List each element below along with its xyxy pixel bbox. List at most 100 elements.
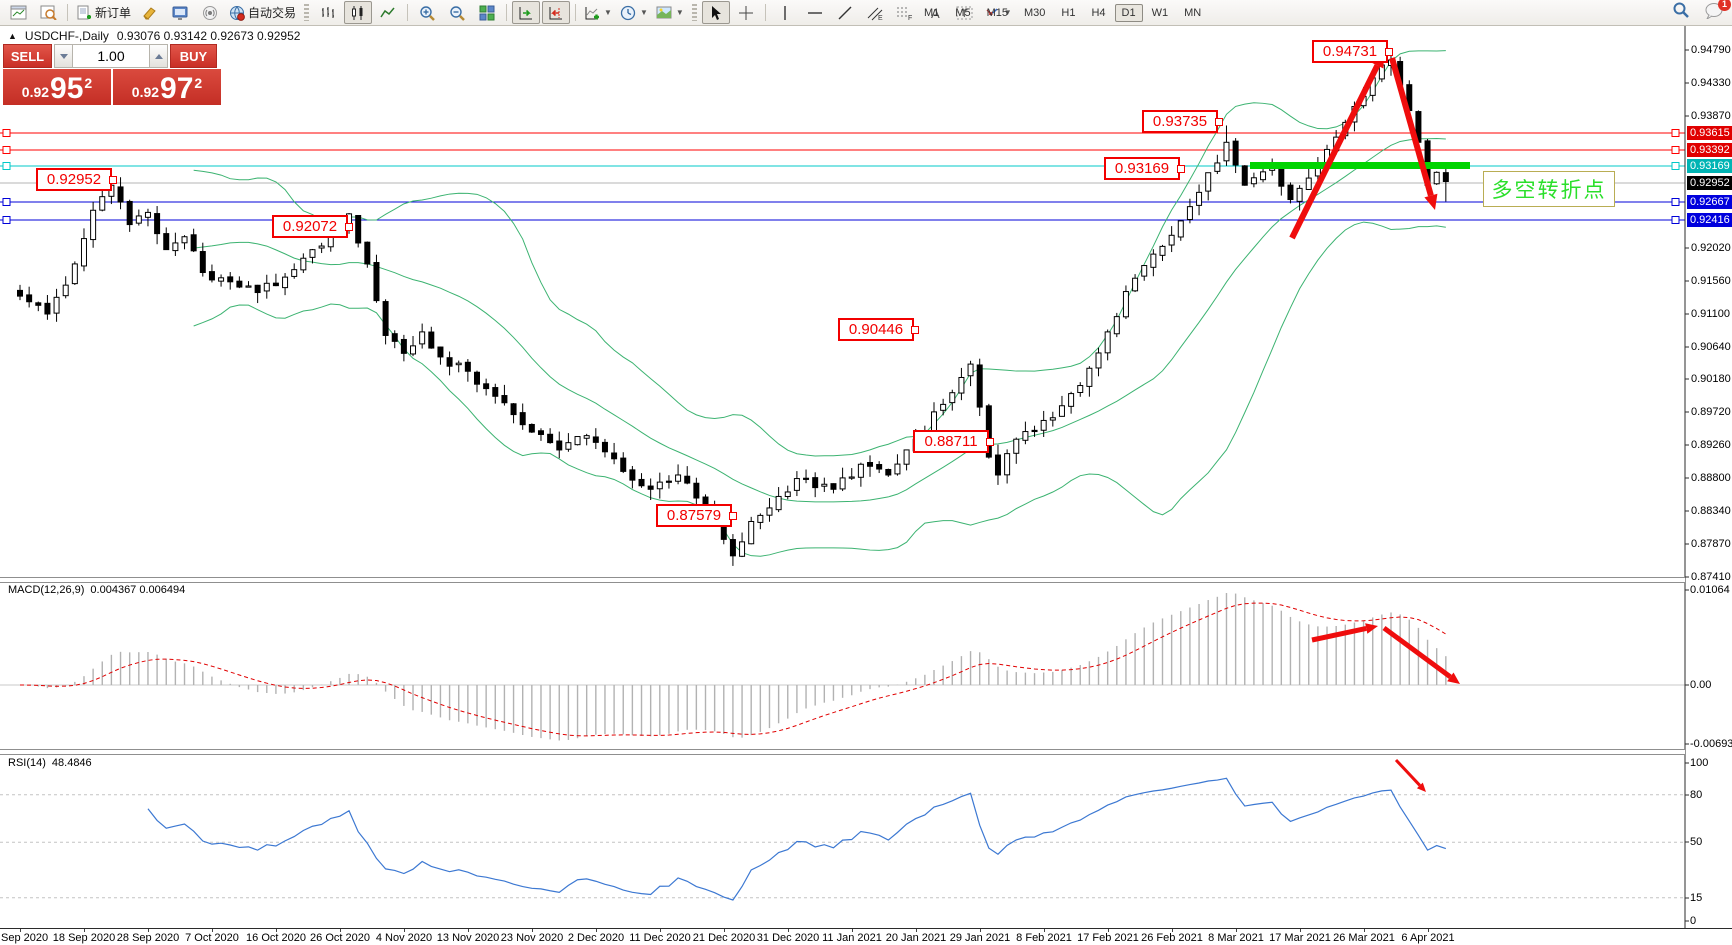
trend-arrow[interactable] — [1389, 57, 1434, 197]
auto-scroll-icon[interactable] — [512, 1, 541, 24]
line-handle[interactable] — [1671, 216, 1680, 224]
timeframe-button-m15[interactable]: M15 — [986, 6, 1008, 19]
line-handle[interactable] — [2, 162, 11, 170]
crosshair-tool-icon[interactable] — [732, 1, 760, 24]
price-label-anchor — [1215, 118, 1223, 126]
trendline-tool-icon[interactable] — [831, 1, 859, 24]
price-label[interactable]: 0.93169 — [1104, 157, 1180, 180]
line-handle[interactable] — [1671, 162, 1680, 170]
line-handle[interactable] — [2, 129, 11, 137]
auto-trading-label: 自动交易 — [248, 6, 297, 20]
volume-increase-button[interactable] — [149, 44, 168, 68]
price-label[interactable]: 0.92072 — [272, 215, 348, 238]
candle-body — [601, 441, 608, 453]
candle-body — [510, 403, 517, 416]
price-label[interactable]: 0.92952 — [36, 168, 112, 191]
price-label[interactable]: 0.90446 — [838, 318, 914, 341]
fibonacci-tool-icon[interactable]: F — [891, 1, 919, 24]
vertical-line-tool-icon[interactable] — [771, 1, 799, 24]
templates-icon[interactable]: ▼ — [653, 1, 687, 24]
bar-chart-type-icon[interactable] — [314, 1, 342, 24]
chart-shift-icon[interactable] — [542, 1, 571, 24]
bollinger-middle-band — [193, 137, 1446, 503]
macd-pane — [0, 593, 1685, 741]
line-handle[interactable] — [1671, 146, 1680, 154]
candle-body — [455, 362, 462, 366]
timeframe-button-h4[interactable]: H4 — [1091, 6, 1106, 19]
timeframe-button-m1[interactable]: M1 — [924, 6, 940, 19]
time-axis-tick — [20, 929, 21, 932]
price-label[interactable]: 0.94731 — [1312, 40, 1388, 63]
candlestick-chart-type-icon[interactable] — [344, 1, 373, 24]
terminal-icon[interactable] — [166, 1, 194, 24]
timeframe-button-m5[interactable]: M5 — [955, 6, 971, 19]
zoom-out-icon[interactable] — [443, 1, 471, 24]
search-icon[interactable] — [1672, 1, 1690, 24]
volume-input[interactable] — [73, 44, 149, 68]
price-axis-tick-label: 0.87870 — [1691, 538, 1731, 550]
chart-ohlc-values: 0.93076 0.93142 0.92673 0.92952 — [116, 29, 301, 43]
price-axis-badge: 0.92667 — [1687, 195, 1732, 209]
price-label[interactable]: 0.87579 — [656, 504, 732, 527]
pane-splitter[interactable] — [0, 577, 1685, 583]
channel-tool-icon[interactable]: E — [861, 1, 889, 24]
indicators-icon[interactable]: ▼ — [581, 1, 615, 24]
profiles-icon[interactable] — [34, 1, 62, 24]
buy-button[interactable]: BUY — [170, 44, 217, 68]
candle-body — [1296, 187, 1303, 202]
candle-body — [1168, 234, 1175, 246]
candle-body — [208, 271, 215, 281]
trend-arrow[interactable] — [1289, 64, 1381, 240]
line-handle[interactable] — [2, 146, 11, 154]
line-handle[interactable] — [2, 198, 11, 206]
volume-decrease-button[interactable] — [54, 44, 73, 68]
candle-body — [519, 412, 526, 426]
pane-splitter[interactable] — [0, 749, 1685, 755]
arrows-tool-icon[interactable]: ▼ — [981, 1, 1015, 24]
line-handle[interactable] — [2, 216, 11, 224]
new-chart-icon[interactable] — [4, 1, 32, 24]
sell-price-display[interactable]: 0.92 95 2 — [3, 69, 111, 105]
notifications-icon[interactable]: 1 — [1704, 0, 1731, 24]
support-zone-bar[interactable] — [1250, 162, 1470, 169]
sell-button[interactable]: SELL — [3, 44, 52, 68]
metaeditor-icon[interactable] — [136, 1, 164, 24]
line-handle[interactable] — [1671, 198, 1680, 206]
trend-arrow[interactable] — [1382, 625, 1452, 679]
candle-body — [1278, 168, 1285, 187]
sound-alert-icon[interactable] — [196, 1, 224, 24]
new-order-button[interactable]: 新订单 — [73, 1, 134, 24]
time-axis-label: 8 Feb 2021 — [1016, 932, 1072, 944]
timeframe-button-h1[interactable]: H1 — [1061, 6, 1076, 19]
auto-trading-button[interactable]: 自动交易 — [226, 1, 299, 24]
trend-arrow[interactable] — [1394, 758, 1421, 787]
timeframe-button-m30[interactable]: M30 — [1023, 6, 1046, 19]
annotation-note[interactable]: 多空转折点 — [1483, 171, 1615, 207]
timeframe-button-w1[interactable]: W1 — [1151, 6, 1169, 19]
horizontal-line-tool-icon[interactable] — [801, 1, 829, 24]
candle-body — [976, 364, 983, 408]
candle-body — [830, 483, 837, 490]
time-axis-tick — [340, 929, 341, 932]
candle-body — [611, 452, 618, 460]
line-handle[interactable] — [1671, 129, 1680, 137]
text-label-tool-icon[interactable]: T — [951, 1, 979, 24]
timeframe-button-mn[interactable]: MN — [1184, 6, 1202, 19]
timeframe-button-d1[interactable]: D1 — [1114, 3, 1143, 22]
candle-body — [62, 284, 69, 297]
price-label[interactable]: 0.88711 — [913, 430, 989, 453]
chart-symbol-title: USDCHF-,Daily — [24, 29, 109, 43]
price-label[interactable]: 0.93735 — [1142, 110, 1218, 133]
trend-arrow[interactable] — [1311, 626, 1367, 643]
line-chart-type-icon[interactable] — [374, 1, 402, 24]
buy-price-display[interactable]: 0.92 97 2 — [113, 69, 221, 105]
periods-icon[interactable]: ▼ — [617, 1, 651, 24]
zoom-in-icon[interactable] — [413, 1, 441, 24]
svg-text:A: A — [931, 6, 940, 21]
collapse-arrow-icon[interactable]: ▲ — [8, 31, 17, 41]
candle-body — [492, 387, 499, 397]
cursor-tool-icon[interactable] — [701, 1, 730, 24]
tile-windows-icon[interactable] — [473, 1, 501, 24]
text-tool-icon[interactable]: A — [921, 1, 949, 24]
